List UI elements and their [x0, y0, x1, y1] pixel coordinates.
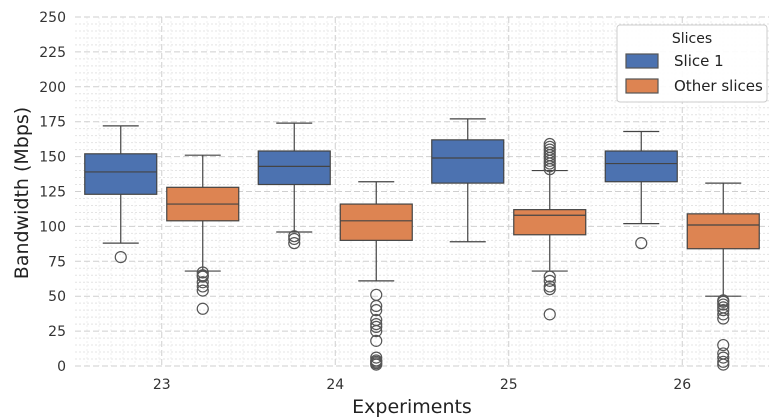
y-axis-ticks: 0 25 50 75 100 125 150 175 200 225 250 — [39, 10, 66, 375]
x-tick-label: 25 — [500, 377, 518, 393]
x-tick-label: 23 — [153, 377, 171, 393]
legend-label-slice-1: Slice 1 — [674, 52, 724, 70]
outlier-point — [196, 280, 209, 293]
box-other-slices-26 — [686, 182, 760, 371]
outlier-point — [543, 280, 556, 293]
outlier-point — [114, 251, 127, 264]
legend-swatch-slice-1 — [625, 53, 659, 69]
outlier-point — [717, 351, 730, 364]
iqr-box — [604, 150, 678, 183]
legend-title: Slices — [672, 31, 712, 47]
box-slice-1-23 — [84, 125, 158, 264]
outlier-point — [288, 237, 301, 250]
outlier-point — [370, 325, 383, 338]
legend-label-other-slices: Other slices — [674, 77, 763, 95]
y-tick-label: 125 — [39, 185, 66, 201]
outlier-point — [543, 140, 556, 153]
outlier-point — [370, 299, 383, 313]
y-tick-label: 25 — [48, 324, 66, 340]
outlier-point — [717, 308, 730, 321]
iqr-box — [339, 203, 413, 241]
outlier-point — [370, 358, 383, 371]
outlier-point — [543, 308, 556, 321]
outlier-point — [635, 237, 648, 250]
y-tick-label: 225 — [39, 45, 66, 61]
outlier-point — [543, 283, 556, 296]
box-other-slices-25 — [513, 137, 587, 321]
box-slice-1-25 — [431, 118, 505, 243]
box-slice-1-26 — [604, 130, 678, 250]
outlier-point — [717, 312, 730, 325]
y-tick-label: 0 — [57, 359, 66, 375]
outlier-point — [717, 298, 730, 311]
outlier-point — [543, 143, 556, 156]
outlier-point — [370, 351, 383, 364]
box-other-slices-24 — [339, 181, 413, 371]
outlier-point — [196, 270, 209, 283]
outlier-point — [717, 358, 730, 371]
outlier-point — [370, 334, 383, 347]
iqr-box — [431, 139, 505, 184]
iqr-box — [686, 213, 760, 250]
outlier-point — [370, 304, 383, 317]
y-tick-label: 75 — [48, 254, 66, 270]
outlier-point — [196, 276, 209, 289]
y-tick-label: 50 — [48, 289, 66, 305]
outlier-point — [717, 295, 730, 308]
iqr-box — [84, 153, 158, 195]
box-other-slices-23 — [166, 154, 240, 315]
outlier-point — [717, 304, 730, 317]
x-axis-ticks: 23 24 25 26 — [153, 377, 691, 393]
outlier-point — [717, 355, 730, 368]
outlier-point — [543, 274, 556, 287]
y-tick-label: 250 — [39, 10, 66, 26]
outlier-point — [196, 284, 209, 297]
outlier-point — [288, 230, 301, 243]
x-tick-label: 24 — [326, 377, 344, 393]
legend: Slices Slice 1 Other slices — [616, 24, 768, 103]
iqr-box — [257, 150, 331, 186]
y-tick-label: 150 — [39, 150, 66, 166]
x-tick-label: 26 — [673, 377, 691, 393]
y-axis-label: Bandwidth (Mbps) — [11, 107, 33, 279]
outlier-point — [717, 338, 730, 352]
x-axis-label: Experiments — [352, 396, 472, 417]
y-tick-label: 175 — [39, 115, 66, 131]
box-slice-1-24 — [257, 122, 331, 250]
box-series — [84, 118, 760, 371]
legend-swatch-other-slices — [625, 78, 659, 94]
outlier-point — [196, 302, 209, 315]
outlier-point — [543, 270, 556, 283]
outlier-point — [370, 320, 383, 334]
iqr-box — [513, 209, 587, 236]
outlier-point — [370, 318, 383, 331]
outlier-point — [543, 146, 556, 159]
outlier-point — [196, 266, 209, 279]
outlier-point — [288, 232, 301, 246]
y-tick-label: 200 — [39, 80, 66, 96]
y-tick-label: 100 — [39, 219, 66, 235]
outlier-point — [543, 137, 556, 151]
